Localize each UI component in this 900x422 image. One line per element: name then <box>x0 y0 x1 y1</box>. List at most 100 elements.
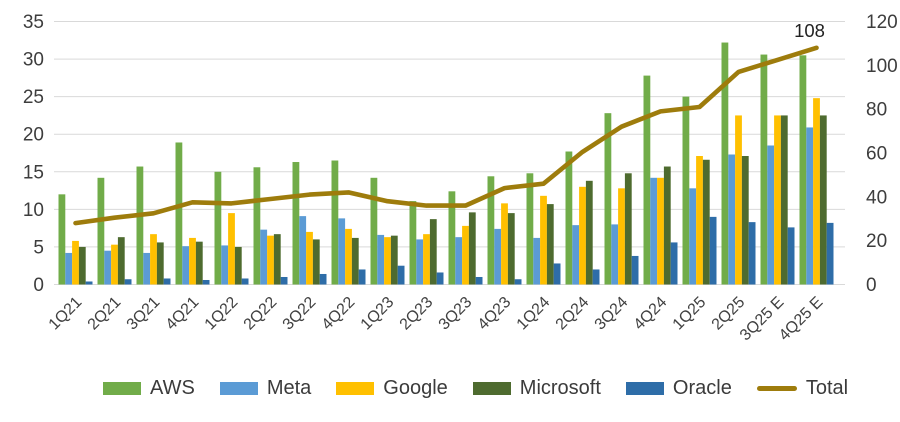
bar-google-3Q24 <box>618 188 625 285</box>
x-axis-tick-2Q22: 2Q22 <box>241 294 281 334</box>
bar-google-3Q22 <box>306 231 313 285</box>
bar-meta-4Q25E <box>806 127 814 285</box>
bar-aws-2Q22 <box>253 167 261 285</box>
y-axis-left-tick: 30 <box>23 50 44 71</box>
bar-aws-2Q25 <box>721 42 729 285</box>
legend-swatch-total <box>756 385 797 391</box>
legend-swatch-microsoft <box>472 381 511 395</box>
bar-meta-2Q21 <box>104 250 112 285</box>
legend-swatch-meta <box>219 381 258 395</box>
bar-microsoft-3Q22 <box>312 239 320 285</box>
x-axis-tick-3Q23: 3Q23 <box>436 294 476 334</box>
bar-aws-4Q23 <box>487 176 495 285</box>
bar-aws-3Q24 <box>604 113 612 285</box>
bar-microsoft-4Q22 <box>351 237 359 285</box>
bar-meta-3Q25E <box>767 145 775 285</box>
bar-oracle-3Q21 <box>163 278 171 285</box>
bar-oracle-4Q24 <box>670 242 678 285</box>
bar-meta-1Q25 <box>689 188 697 285</box>
line-end-data-label: 108 <box>794 20 825 41</box>
bar-google-1Q21 <box>72 240 79 285</box>
capex-combo-chart: 0 5 10 15 20 25 30 35 0 20 40 60 80 100 120 108 1Q21 2Q21… <box>23 12 898 344</box>
bar-aws-2Q21 <box>97 177 105 285</box>
bar-oracle-4Q22 <box>358 269 366 285</box>
bar-google-2Q23 <box>423 234 430 285</box>
bar-aws-1Q25 <box>682 96 690 285</box>
bar-oracle-2Q21 <box>124 279 132 285</box>
bar-oracle-3Q22 <box>319 273 327 285</box>
bar-google-3Q21 <box>150 234 157 285</box>
bar-oracle-2Q22 <box>280 276 288 285</box>
bar-google-3Q25E <box>774 115 781 285</box>
bar-microsoft-4Q23 <box>507 213 515 285</box>
bar-meta-2Q25 <box>728 154 736 285</box>
bar-meta-3Q21 <box>143 252 151 285</box>
bar-aws-1Q23 <box>370 177 378 285</box>
legend-item-microsoft: Microsoft <box>472 377 601 400</box>
chart-svg: 0 5 10 15 20 25 30 35 0 20 40 60 80 100 120 108 1Q21 2Q21… <box>23 12 898 344</box>
bar-meta-1Q22 <box>221 245 229 285</box>
legend-item-oracle: Oracle <box>625 377 732 400</box>
legend: AWS Meta Google Microsoft Oracle Total <box>103 374 900 402</box>
x-axis-tick-1Q23: 1Q23 <box>358 294 398 334</box>
bar-google-4Q25E <box>813 98 820 285</box>
x-axis-tick-3Q22: 3Q22 <box>280 294 320 334</box>
x-axis-tick-3Q21: 3Q21 <box>124 294 164 334</box>
bar-google-1Q23 <box>384 237 391 285</box>
legend-swatch-google <box>336 381 375 395</box>
bar-meta-3Q23 <box>455 237 463 285</box>
bar-microsoft-1Q23 <box>390 235 398 285</box>
total-line <box>73 45 819 226</box>
legend-item-meta: Meta <box>219 377 311 400</box>
bar-aws-3Q23 <box>448 191 456 285</box>
bar-oracle-4Q25E <box>826 222 834 285</box>
bar-oracle-1Q22 <box>241 278 249 285</box>
x-axis-tick-1Q22: 1Q22 <box>202 294 242 334</box>
bar-meta-2Q24 <box>572 225 580 285</box>
bar-aws-1Q21 <box>58 194 66 285</box>
y-axis-left-tick: 15 <box>23 162 44 183</box>
bar-meta-1Q21 <box>65 252 73 285</box>
bar-microsoft-1Q21 <box>78 246 86 285</box>
bar-microsoft-2Q22 <box>273 234 281 285</box>
legend-swatch-oracle <box>625 381 664 395</box>
bar-meta-1Q24 <box>533 237 541 285</box>
legend-swatch-aws <box>103 381 141 395</box>
bar-google-4Q24 <box>657 177 664 285</box>
bar-microsoft-1Q22 <box>234 246 242 285</box>
x-axis-tick-1Q25: 1Q25 <box>670 294 710 334</box>
y-axis-right-tick: 60 <box>866 144 887 165</box>
y-axis-left-tick: 20 <box>23 125 44 146</box>
bar-microsoft-3Q25E <box>780 115 788 285</box>
bar-meta-3Q22 <box>299 216 307 285</box>
legend-label: Google <box>383 376 448 399</box>
bar-microsoft-4Q21 <box>195 241 203 285</box>
bar-google-4Q21 <box>189 237 196 285</box>
bar-aws-4Q21 <box>175 142 183 285</box>
bar-aws-1Q22 <box>214 171 222 285</box>
bar-microsoft-2Q23 <box>429 219 437 285</box>
bar-microsoft-3Q24 <box>624 173 632 285</box>
bar-oracle-2Q25 <box>748 222 756 285</box>
bar-google-3Q23 <box>462 225 469 285</box>
y-axis-right-tick: 0 <box>866 275 877 296</box>
x-axis-tick-2Q21: 2Q21 <box>85 294 125 334</box>
bar-meta-1Q23 <box>377 234 385 285</box>
bar-google-1Q22 <box>228 213 235 285</box>
x-axis-tick-3Q24: 3Q24 <box>592 294 632 334</box>
bar-oracle-1Q23 <box>397 265 405 285</box>
bar-oracle-1Q25 <box>709 216 717 285</box>
bar-meta-3Q24 <box>611 224 619 285</box>
bar-oracle-3Q23 <box>475 276 483 285</box>
bar-microsoft-4Q25E <box>819 115 827 285</box>
legend-item-aws: AWS <box>103 377 195 400</box>
x-axis-tick-1Q24: 1Q24 <box>514 294 554 334</box>
bar-meta-4Q24 <box>650 177 658 285</box>
bar-meta-4Q23 <box>494 228 502 285</box>
bar-aws-3Q21 <box>136 166 144 285</box>
bar-google-2Q25 <box>735 115 742 285</box>
bar-google-1Q24 <box>540 195 547 285</box>
bar-oracle-1Q21 <box>85 281 93 285</box>
bar-aws-2Q23 <box>409 201 417 285</box>
y-axis-right-tick: 20 <box>866 231 887 252</box>
